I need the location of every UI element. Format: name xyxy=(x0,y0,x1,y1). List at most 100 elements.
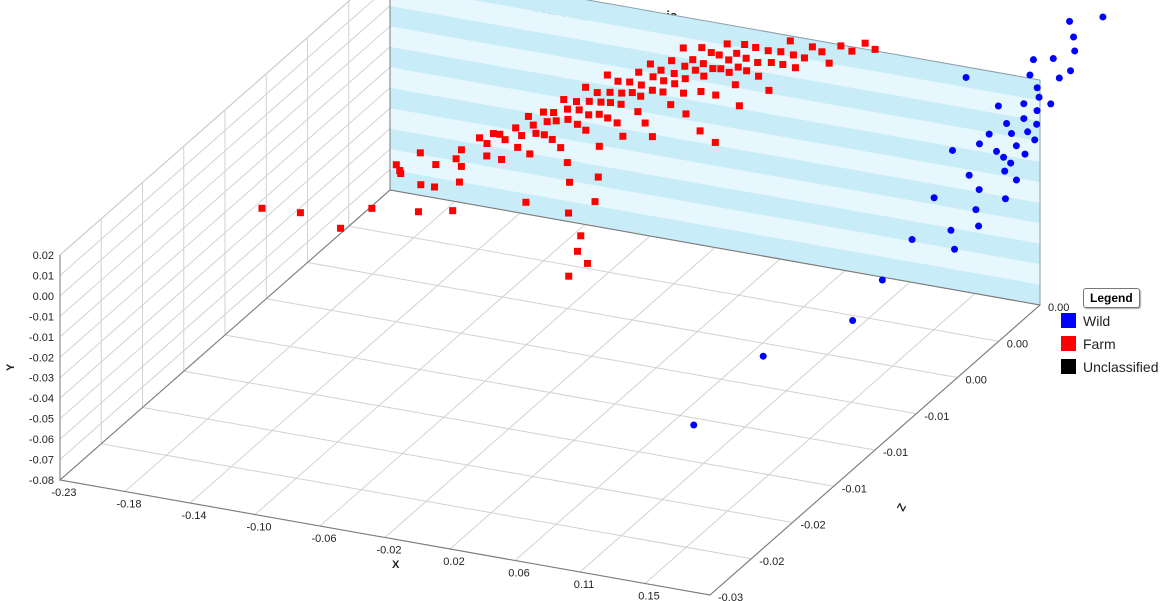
wild-point xyxy=(1001,167,1009,175)
y-tick-label: -0.03 xyxy=(29,373,54,385)
wild-point xyxy=(993,147,1000,155)
z-tick-label: -0.02 xyxy=(801,520,826,532)
wild-point xyxy=(1035,93,1043,101)
farm-point xyxy=(618,89,626,97)
farm-point xyxy=(518,132,526,140)
farm-point xyxy=(619,132,627,140)
farm-point xyxy=(606,99,614,107)
farm-point xyxy=(566,178,574,186)
wild-point xyxy=(962,73,970,81)
back-wall-band xyxy=(390,169,1040,305)
x-axis-title: X xyxy=(392,559,400,571)
wild-point xyxy=(849,316,857,324)
wild-point xyxy=(1012,142,1020,150)
farm-point xyxy=(512,124,520,132)
farm-point xyxy=(597,98,605,106)
wild-point xyxy=(947,226,955,234)
farm-point xyxy=(648,133,656,141)
farm-point xyxy=(483,140,491,148)
farm-point xyxy=(657,66,665,74)
farm-point xyxy=(765,86,773,94)
farm-point xyxy=(818,48,826,56)
farm-point xyxy=(754,58,762,66)
farm-point xyxy=(861,39,869,47)
farm-point xyxy=(563,159,571,167)
back-wall-band xyxy=(390,67,1040,203)
x-tick-label: 0.15 xyxy=(638,591,659,601)
farm-point xyxy=(733,49,741,57)
z-tick-label: 0.00 xyxy=(966,375,987,387)
axis-edge xyxy=(709,304,1041,596)
legend: Legend Wild Farm Unclassified xyxy=(1061,288,1175,377)
wild-point xyxy=(1024,128,1032,136)
y-tick-label: 0.00 xyxy=(33,291,54,303)
farm-point xyxy=(742,54,750,62)
z-tick-label: 0.00 xyxy=(1007,338,1028,350)
farm-point xyxy=(709,65,717,73)
farm-point xyxy=(764,47,772,55)
z-axis-title: Z xyxy=(895,501,909,513)
farm-point xyxy=(698,44,706,52)
farm-point xyxy=(800,54,808,62)
wild-point xyxy=(975,186,983,194)
farm-point xyxy=(711,138,719,146)
x-tick-label: 0.11 xyxy=(574,579,595,591)
farm-point xyxy=(660,77,668,85)
farm-point xyxy=(337,224,345,232)
farm-point xyxy=(557,144,565,152)
farm-point xyxy=(258,204,266,212)
farm-point xyxy=(789,51,797,59)
z-gridline xyxy=(266,298,917,415)
legend-item-unclassified: Unclassified xyxy=(1061,356,1175,377)
farm-point xyxy=(432,161,440,169)
wild-point xyxy=(1033,107,1041,115)
farm-point xyxy=(595,142,603,150)
farm-point xyxy=(417,181,425,189)
farm-point xyxy=(585,97,593,105)
farm-point xyxy=(646,60,654,68)
farm-point xyxy=(617,100,625,108)
farm-point xyxy=(540,131,548,139)
x-tick-label: 0.02 xyxy=(443,556,464,568)
farm-point xyxy=(522,198,530,206)
z-tick-label: -0.01 xyxy=(842,483,867,495)
farm-point xyxy=(583,259,591,267)
wild-point xyxy=(994,102,1002,110)
back-wall-band xyxy=(390,128,1040,265)
x-tick-label: -0.06 xyxy=(311,533,336,545)
back-wall-band xyxy=(390,149,1040,285)
wild-point xyxy=(1007,159,1015,167)
farm-point xyxy=(594,173,602,181)
farm-point xyxy=(539,108,547,116)
wild-point xyxy=(985,130,993,138)
farm-point xyxy=(529,121,537,129)
wild-point xyxy=(1070,33,1078,41)
farm-point xyxy=(582,83,590,91)
farm-point xyxy=(871,45,879,53)
farm-point xyxy=(591,198,599,206)
farm-point xyxy=(734,63,742,71)
farm-point xyxy=(848,47,856,55)
z-tick-label: 0.00 xyxy=(1048,302,1069,314)
farm-point xyxy=(634,108,642,116)
farm-point xyxy=(575,106,583,114)
farm-point xyxy=(696,127,704,135)
z-gridline xyxy=(142,407,793,523)
y-tick-label: -0.06 xyxy=(29,434,54,446)
farm-point xyxy=(614,77,622,85)
farm-point xyxy=(755,72,763,80)
wild-point xyxy=(972,206,980,214)
legend-swatch xyxy=(1061,359,1076,374)
farm-point xyxy=(475,134,483,142)
farm-point xyxy=(593,89,601,97)
farm-point xyxy=(717,65,725,73)
wild-point xyxy=(1066,17,1074,25)
farm-point xyxy=(689,56,697,64)
farm-point xyxy=(585,111,593,119)
farm-point xyxy=(565,209,573,217)
y-tick-label: -0.08 xyxy=(29,475,54,487)
farm-point xyxy=(679,44,687,52)
wild-point xyxy=(965,171,973,179)
farm-point xyxy=(741,41,749,49)
farm-point xyxy=(455,178,463,186)
